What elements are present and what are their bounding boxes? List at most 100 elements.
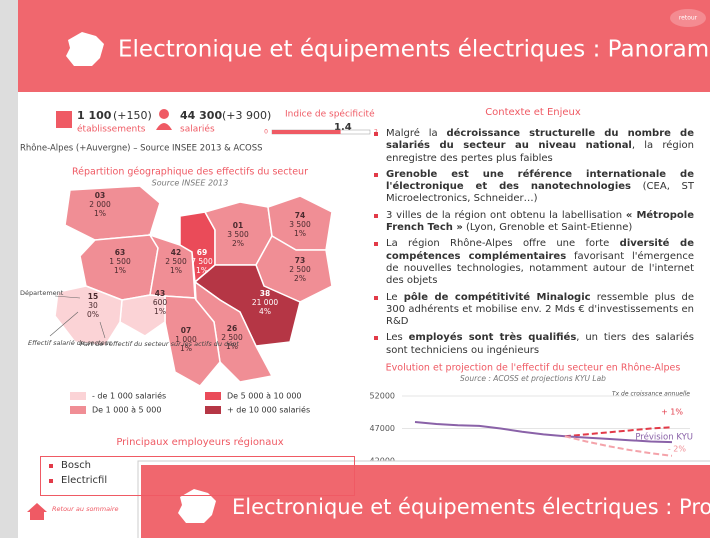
dept-employees: 2 500	[289, 265, 311, 274]
dept-code: 69	[197, 248, 207, 257]
bullet-text: , un tiers des salariés sont techniciens…	[386, 332, 695, 356]
annotation: Tx de croissance annuelle	[612, 391, 690, 398]
dept-code: 26	[227, 324, 237, 333]
people-icon	[156, 123, 172, 130]
bullet-text: « Métropole French Tech »	[386, 209, 694, 234]
dept-employees: 7 500	[191, 257, 213, 266]
dept-employees: 600	[153, 298, 168, 307]
spec-label: Indice de spécificité	[285, 109, 375, 120]
map-title: Répartition géographique des effectifs d…	[72, 167, 308, 178]
dept-code: 74	[295, 211, 305, 220]
bullet: 3 villes de la région ont obtenu la labe…	[372, 210, 694, 235]
dept-code: 63	[115, 248, 125, 257]
dept-employees: 3 500	[227, 230, 249, 239]
legend-label: + de 10 000 salariés	[227, 405, 310, 415]
dept-share: 1%	[170, 266, 182, 275]
annotation: Part de l'effectif du secteur sur les ac…	[80, 340, 239, 348]
people-icon	[159, 109, 169, 119]
next-slide-header[interactable]	[141, 465, 710, 538]
back-label[interactable]: retour	[679, 15, 698, 22]
legend-swatch	[205, 406, 221, 414]
bullet-text: La région Rhône-Alpes offre une forte	[386, 238, 620, 250]
chart-subtitle: Source : ACOSS et projections KYU Lab	[460, 374, 606, 383]
stats-source: Rhône-Alpes (+Auvergne) – Source INSEE 2…	[20, 143, 263, 154]
employers-box: Bosch Electricfil	[40, 456, 355, 496]
dept-employees: 1 000	[175, 335, 197, 344]
legend-label: De 1 000 à 5 000	[92, 406, 161, 415]
stat-label: établissements	[77, 124, 146, 135]
annotation: Effectif salarié du secteur	[28, 339, 113, 347]
home-label[interactable]: Retour au sommaire	[52, 505, 119, 513]
legend-label: - de 1 000 salariés	[92, 391, 166, 401]
leader	[99, 321, 106, 339]
bullet-text: favorisant l'émergence de nouvelles tech…	[386, 250, 694, 287]
y-tick-label: 47000	[370, 424, 395, 433]
stat-change: (+150)	[113, 109, 152, 122]
bullet-text: décroissance structurelle du nombre de s…	[386, 128, 694, 152]
y-tick-label: 52000	[370, 392, 395, 401]
bullet: Malgré la décroissance structurelle du n…	[372, 128, 694, 165]
employer: Bosch	[41, 460, 354, 472]
dept-code: 38	[260, 289, 270, 298]
dept-03	[64, 185, 161, 241]
annotation: + 1%	[661, 408, 683, 417]
legend-swatch	[70, 392, 86, 400]
dept-code: 42	[171, 248, 181, 257]
dept-share: 1%	[180, 344, 192, 353]
dept-share: 2%	[232, 239, 244, 248]
bullet: Le pôle de compétitivité Minalogic resse…	[372, 292, 694, 329]
building-icon	[56, 111, 72, 128]
dept-employees: 2 500	[221, 333, 243, 342]
legend-swatch	[70, 406, 86, 414]
annotation: Prévision KYU	[635, 432, 693, 443]
stat-value: 1 100	[77, 109, 112, 122]
annotation: Département	[20, 289, 64, 297]
bullet: Grenoble est une référence international…	[372, 169, 694, 206]
home-icon[interactable]	[27, 503, 47, 520]
bullet-text: , la région enregistre des pertes plus f…	[386, 140, 694, 164]
dept-share: 1%	[94, 209, 106, 218]
dept-employees: 1 500	[109, 257, 131, 266]
spec-bar	[272, 130, 341, 134]
legend: - de 1 000 salariés De 1 000 à 5 000 De 5 …	[70, 391, 310, 415]
employers-title: Principaux employeurs régionaux	[116, 436, 283, 448]
series-line	[414, 421, 566, 438]
leader	[54, 295, 81, 299]
context-title: Contexte et Enjeux	[485, 107, 581, 118]
bullet-text: diversité de compétences complémentaires	[386, 238, 694, 262]
dept-share: 1%	[114, 266, 126, 275]
map	[54, 185, 333, 387]
chart-title: Evolution et projection de l'effectif du…	[386, 363, 681, 374]
series-line	[564, 435, 673, 457]
bullet-text: Le	[386, 291, 404, 303]
dept-share: 1%	[294, 229, 306, 238]
back-button[interactable]	[670, 9, 706, 27]
bullet-text: (CEA, ST Microelectronics, Schneider…)	[386, 181, 694, 205]
dept-share: 2%	[294, 274, 306, 283]
dept-share: 1%	[196, 266, 208, 275]
spec-value: 1,4	[334, 122, 352, 133]
bullet-text: (Lyon, Grenoble et Saint-Etienne)	[462, 222, 633, 234]
dept-code: 03	[95, 191, 105, 200]
bullet-text: ressemble plus de 300 adhérents et mobil…	[386, 291, 694, 328]
spec-min: 0	[264, 129, 268, 136]
france-icon	[178, 489, 216, 523]
bullet-text: 3 villes de la région ont obtenu la labe…	[386, 209, 626, 221]
dept-code: 15	[88, 292, 98, 301]
dept-15	[54, 285, 123, 347]
bullet-text: Grenoble est une référence international…	[386, 168, 694, 193]
france-icon	[66, 32, 104, 66]
dept-share: 0%	[87, 310, 99, 319]
dept-employees: 2 500	[165, 257, 187, 266]
bullet-text: employés sont très qualifiés	[408, 332, 577, 344]
leader	[49, 311, 79, 337]
stat-value: 44 300	[180, 109, 222, 122]
dept-share: 4%	[259, 307, 271, 316]
annotation: - 2%	[668, 445, 687, 454]
next-slide-title[interactable]: Electronique et équipements électriques …	[232, 495, 710, 519]
bullet-text: Malgré la	[386, 128, 447, 139]
legend-label: De 5 000 à 10 000	[227, 392, 302, 401]
